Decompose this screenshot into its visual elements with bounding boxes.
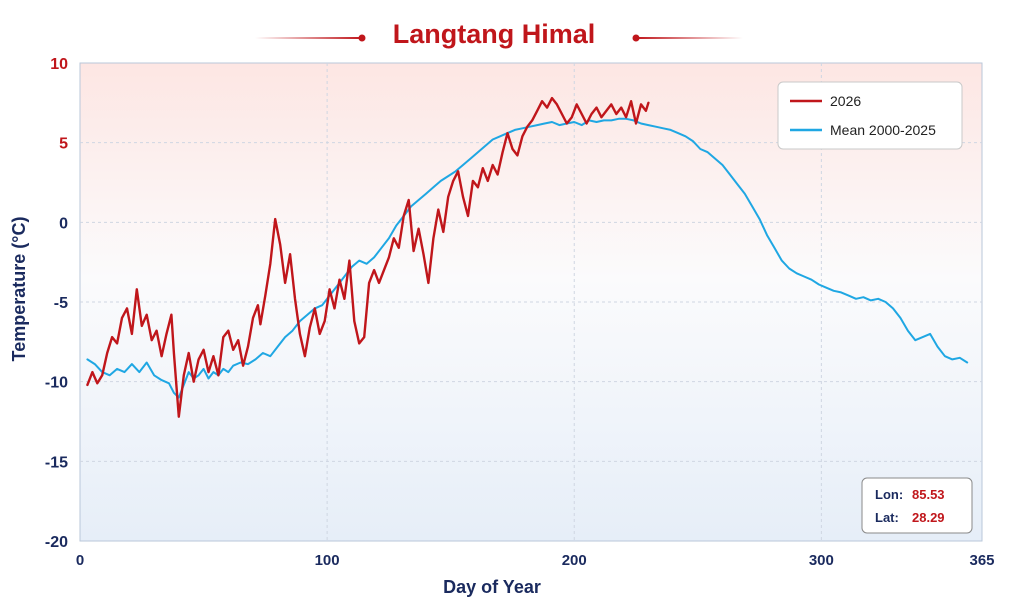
y-tick-label: -15 — [45, 454, 68, 471]
y-tick-label: 0 — [59, 215, 68, 232]
legend-box — [777, 81, 963, 150]
chart-title: Langtang Himal — [393, 19, 596, 49]
lon-value: 85.53 — [912, 487, 945, 502]
y-tick-label: -20 — [45, 534, 68, 551]
y-tick-label: 10 — [50, 56, 68, 73]
series-layer — [86, 96, 969, 418]
title-dot-left — [358, 34, 366, 42]
legend-label-mean: Mean 2000-2025 — [830, 122, 936, 138]
series-line-mean-2000-2025 — [86, 117, 969, 399]
y-axis-ticks: 10 5 0 -5 -10 -15 -20 — [45, 56, 68, 551]
legend: 2026 Mean 2000-2025 — [777, 81, 963, 150]
lat-value: 28.29 — [912, 510, 945, 525]
coordinates-box: Lon: 85.53 Lat: 28.29 — [861, 477, 973, 534]
legend-label-2026: 2026 — [830, 93, 861, 109]
x-axis-label: Day of Year — [443, 577, 541, 597]
y-tick-label: -10 — [45, 375, 68, 392]
y-tick-label: 5 — [59, 136, 68, 153]
y-axis-label: Temperature (°C) — [9, 217, 29, 362]
x-axis-ticks: 0 100 200 300 365 — [76, 552, 995, 569]
x-tick-label: 365 — [969, 552, 994, 569]
chart-title-group: Langtang Himal — [255, 19, 743, 49]
lat-label: Lat: — [875, 510, 899, 525]
x-tick-label: 0 — [76, 552, 84, 569]
x-tick-label: 300 — [809, 552, 834, 569]
title-line-left — [255, 37, 362, 39]
series-line-2026 — [86, 96, 650, 418]
title-line-right — [636, 37, 743, 39]
x-tick-label: 200 — [562, 552, 587, 569]
x-tick-label: 100 — [315, 552, 340, 569]
coordinates-frame — [861, 477, 973, 534]
y-tick-label: -5 — [54, 295, 68, 312]
lon-label: Lon: — [875, 487, 903, 502]
